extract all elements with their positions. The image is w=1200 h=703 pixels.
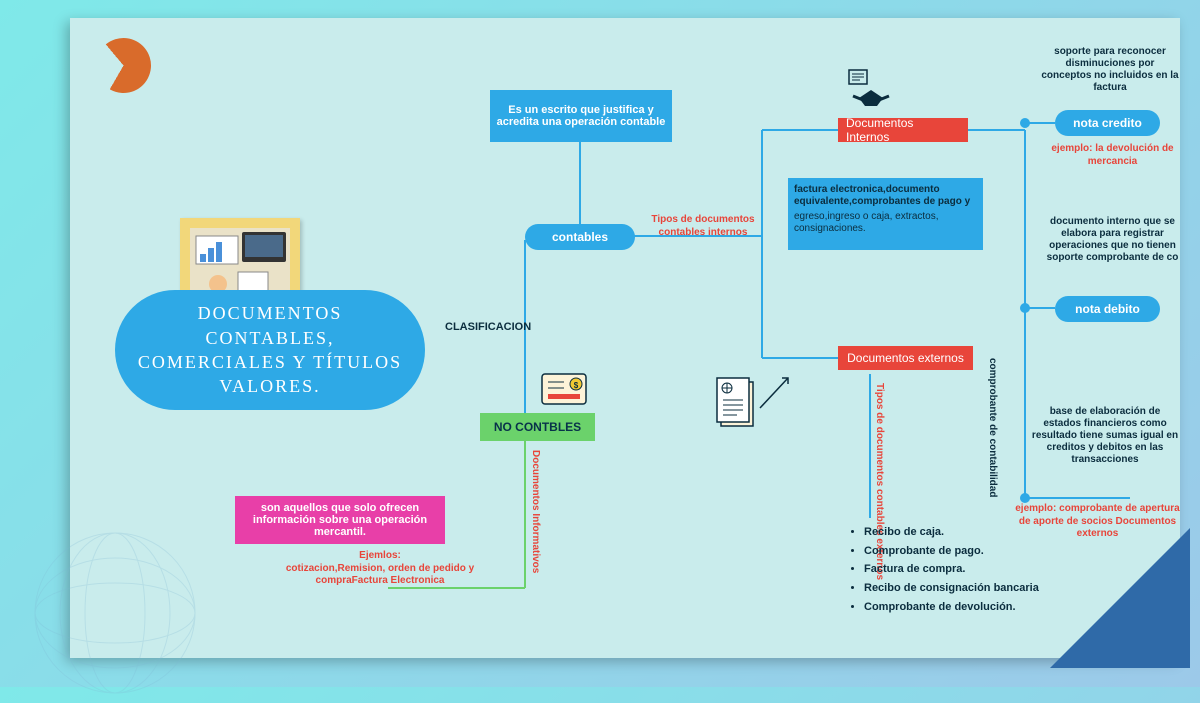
internos-desc-1: factura electronica,documento equivalent…	[794, 184, 977, 208]
nota-debito-node: nota debito	[1055, 296, 1160, 322]
documentos-internos-label: Documentos Internos	[846, 116, 960, 144]
comprobante-ejemplo: ejemplo: comprobante de apertura de apor…	[1015, 503, 1180, 541]
list-item: Recibo de consignación bancaria	[864, 579, 1080, 598]
no-contables-desc-box: son aquellos que solo ofrecen informació…	[235, 496, 445, 544]
contables-definition-box: Es un escrito que justifica y acredita u…	[490, 90, 672, 142]
documentos-externos-label: Documentos externos	[847, 351, 964, 365]
diagram-canvas: DOCUMENTOS CONTABLES, COMERCIALES Y TÍTU…	[70, 18, 1180, 658]
ejemplos-text-2: compraFactura Electronica	[265, 575, 495, 588]
comprobante-desc: base de elaboración de estados financier…	[1030, 406, 1180, 466]
contables-label: contables	[552, 230, 608, 244]
no-contables-desc: son aquellos que solo ofrecen informació…	[243, 502, 437, 538]
comprobante-vertical-label: comprobante de contabilidad	[987, 358, 998, 497]
analytics-photo-icon	[190, 228, 290, 298]
nota-credito-ejemplo: ejemplo: la devolución de mercancia	[1045, 143, 1180, 168]
document-externos-icon	[715, 376, 761, 437]
internos-desc-box: factura electronica,documento equivalent…	[788, 178, 983, 250]
nota-debito-label: nota debito	[1075, 302, 1140, 316]
tipos-internos-label: Tipos de documentos contables internos	[643, 214, 763, 239]
nota-credito-node: nota credito	[1055, 110, 1160, 136]
documentos-informativos-label: Documentos Informativos	[530, 450, 541, 573]
title-bubble: DOCUMENTOS CONTABLES, COMERCIALES Y TÍTU…	[115, 290, 425, 410]
contables-definition: Es un escrito que justifica y acredita u…	[496, 104, 666, 128]
clasificacion-label: CLASIFICACION	[445, 321, 531, 333]
svg-text:$: $	[574, 381, 579, 390]
payment-doc-icon: $	[540, 370, 592, 415]
nota-debito-desc: documento interno que se elabora para re…	[1045, 216, 1180, 264]
no-contables-ejemplos: Ejemlos: cotizacion,Remision, orden de p…	[265, 550, 495, 588]
list-item: Comprobante de pago.	[864, 542, 1080, 561]
internos-desc-2: egreso,ingreso o caja, extractos, consig…	[794, 211, 977, 235]
pie-decor-icon	[85, 27, 162, 104]
no-contables-label: NO CONTBLES	[494, 420, 581, 434]
list-item: Factura de compra.	[864, 560, 1080, 579]
nota-credito-label: nota credito	[1073, 116, 1142, 130]
no-contables-node: NO CONTBLES	[480, 413, 595, 441]
ejemplos-label: Ejemlos:	[265, 550, 495, 563]
handshake-icon	[845, 68, 897, 121]
globe-decor-icon	[30, 528, 200, 703]
ejemplos-text-1: cotizacion,Remision, orden de pedido y	[265, 563, 495, 576]
documentos-externos-box: Documentos externos	[838, 346, 973, 370]
list-item: Comprobante de devolución.	[864, 598, 1080, 617]
contables-node: contables	[525, 224, 635, 250]
main-title: DOCUMENTOS CONTABLES, COMERCIALES Y TÍTU…	[135, 301, 405, 398]
documentos-internos-box: Documentos Internos	[838, 118, 968, 142]
nota-credito-desc: soporte para reconocer disminuciones por…	[1040, 46, 1180, 94]
